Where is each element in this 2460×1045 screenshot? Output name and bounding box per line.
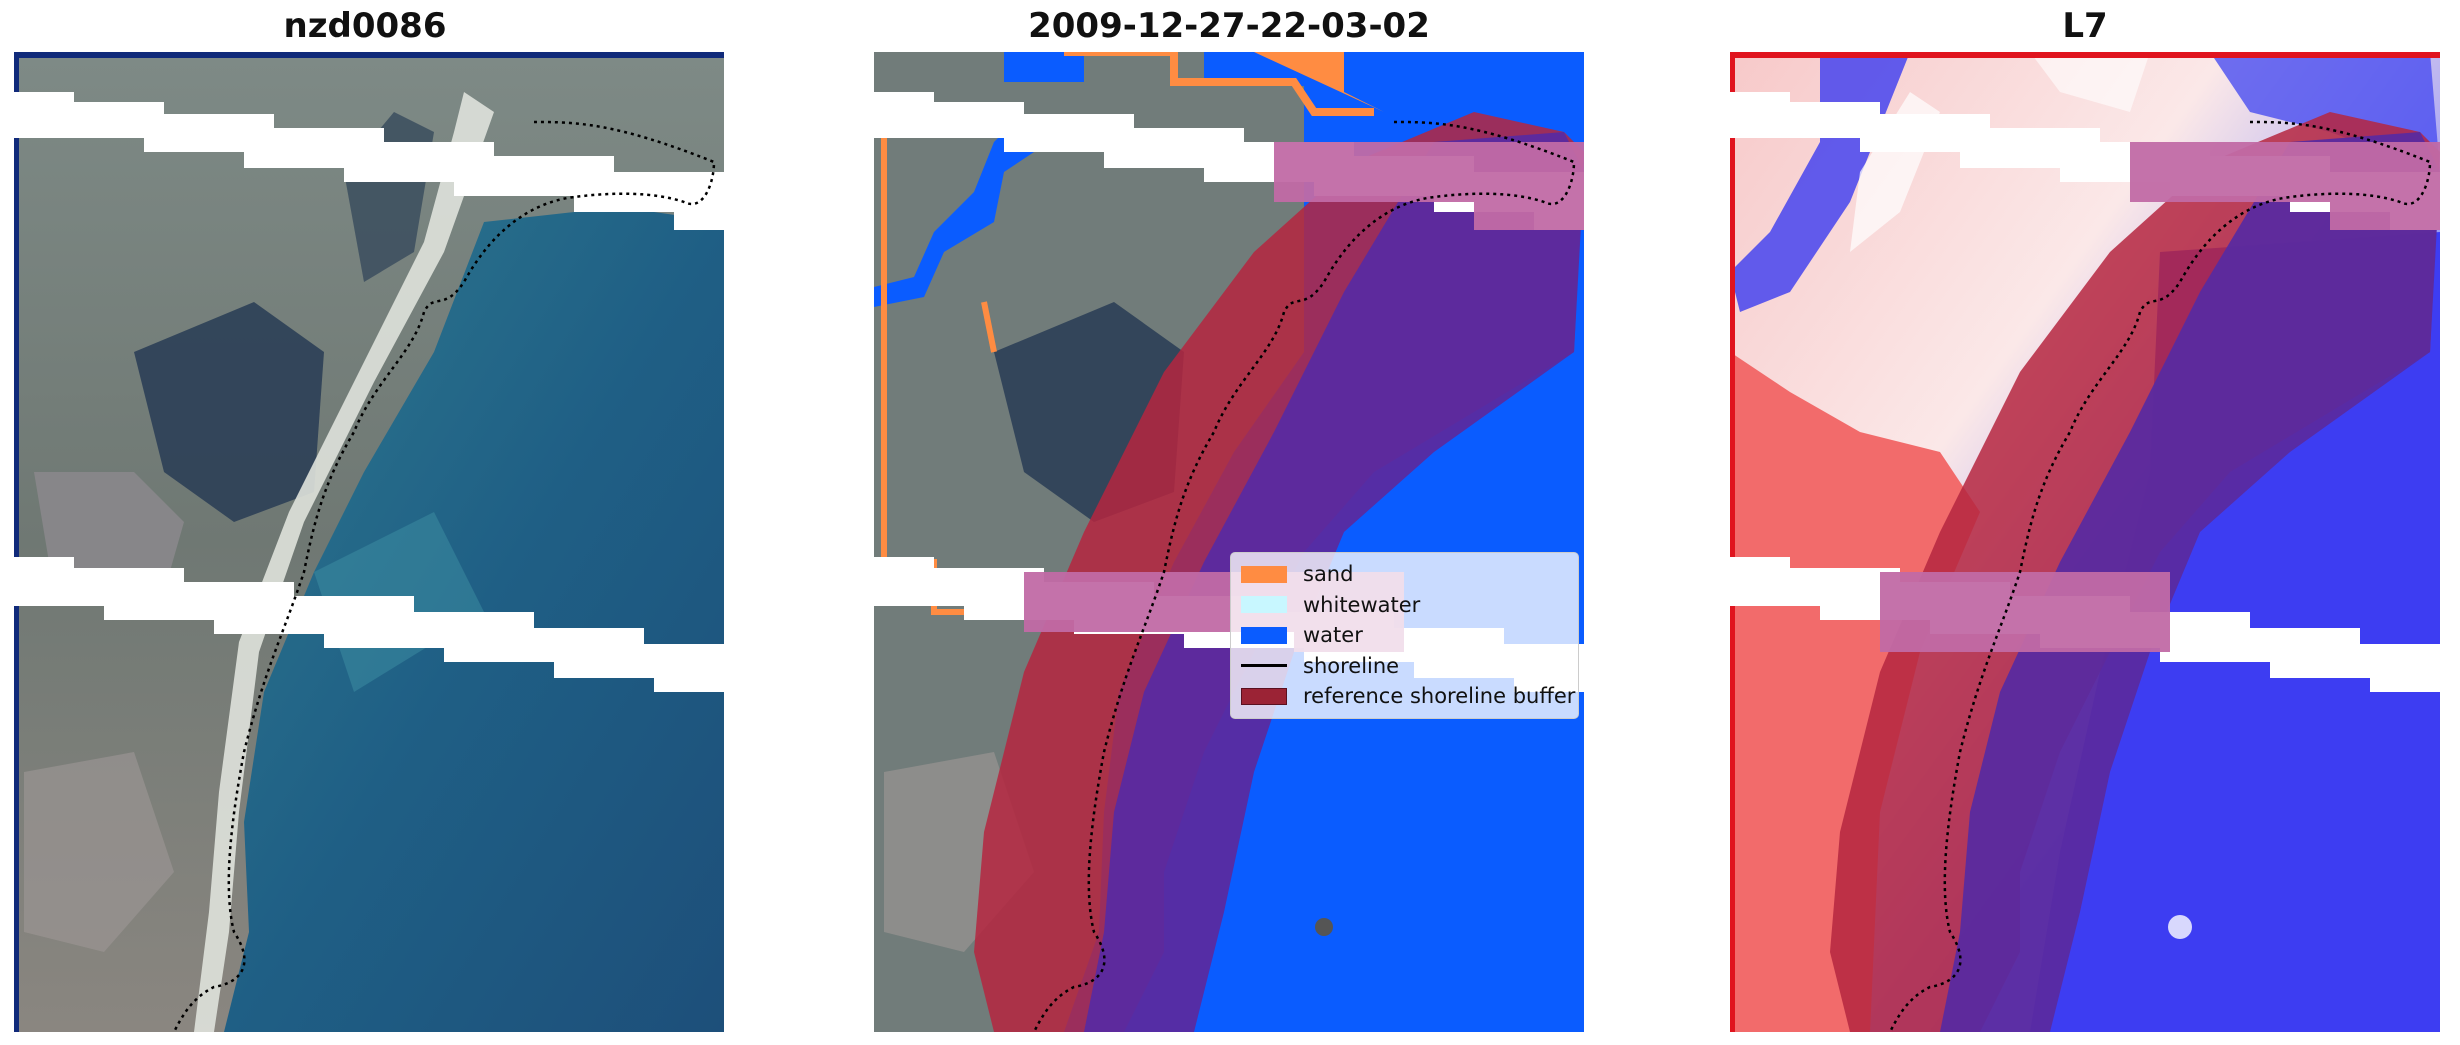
- classification-panel: [874, 52, 1584, 1032]
- panel-title-rgb: nzd0086: [283, 6, 447, 46]
- legend-item-sand: sand: [1241, 559, 1570, 590]
- legend-item-whitewater: whitewater: [1241, 590, 1570, 621]
- legend-label: whitewater: [1303, 592, 1421, 617]
- panel-title-classified: 2009-12-27-22-03-02: [1028, 6, 1430, 46]
- legend-item-buffer: reference shoreline buffer: [1241, 681, 1575, 712]
- legend-label: sand: [1303, 562, 1354, 587]
- legend: sand whitewater water shoreline referenc…: [1230, 552, 1579, 719]
- water-swatch: [1241, 626, 1287, 644]
- whitewater-swatch: [1241, 596, 1287, 614]
- index-panel: [1730, 52, 2440, 1032]
- buffer-swatch: [1241, 687, 1287, 705]
- legend-item-water: water: [1241, 620, 1570, 651]
- rgb-image-panel: [14, 52, 724, 1032]
- legend-item-shoreline: shoreline: [1241, 651, 1570, 682]
- panel-title-index: L7: [2062, 6, 2108, 46]
- legend-label: reference shoreline buffer: [1303, 684, 1576, 709]
- shoreline-swatch: [1241, 664, 1287, 668]
- legend-label: shoreline: [1303, 653, 1400, 678]
- legend-label: water: [1303, 623, 1363, 648]
- sand-swatch: [1241, 565, 1287, 583]
